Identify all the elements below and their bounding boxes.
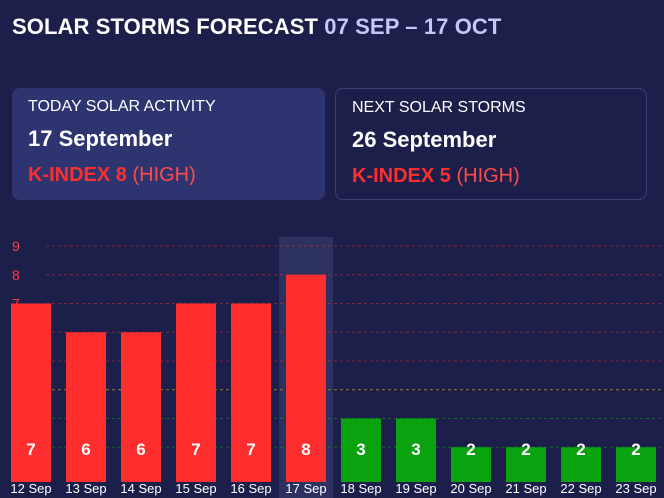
y-tick-label: 8 (12, 267, 20, 283)
today-activity-card: TODAY SOLAR ACTIVITY 17 September K-INDE… (12, 88, 325, 200)
x-tick-label: 16 Sep (230, 481, 271, 496)
bar-value-label: 2 (521, 440, 530, 459)
today-kindex-value: K-INDEX 8 (28, 164, 127, 186)
x-tick-label: 22 Sep (560, 481, 601, 496)
bar (11, 303, 51, 482)
bar (506, 447, 546, 482)
title-text: SOLAR STORMS FORECAST (12, 14, 319, 39)
bar (66, 332, 106, 482)
date-range: 07 SEP – 17 OCT (324, 14, 502, 39)
next-kindex: K-INDEX 5 (HIGH) (352, 165, 630, 188)
bar-value-label: 6 (136, 440, 145, 459)
x-tick-label: 14 Sep (120, 481, 161, 496)
next-kindex-level: (HIGH) (456, 165, 520, 187)
bar-value-label: 2 (466, 440, 475, 459)
bar-value-label: 3 (411, 440, 420, 459)
x-tick-label: 17 Sep (285, 481, 326, 496)
bar (286, 274, 326, 482)
x-tick-label: 20 Sep (450, 481, 491, 496)
next-date: 26 September (352, 127, 497, 152)
today-date: 17 September (28, 126, 173, 151)
bar (341, 418, 381, 482)
x-tick-label: 15 Sep (175, 481, 216, 496)
bar (561, 447, 601, 482)
bar (121, 332, 161, 482)
x-tick-label: 23 Sep (615, 481, 656, 496)
y-tick-label: 9 (12, 238, 20, 254)
x-tick-label: 12 Sep (10, 481, 51, 496)
bar (396, 418, 436, 482)
today-kindex: K-INDEX 8 (HIGH) (28, 164, 309, 187)
bar-value-label: 7 (191, 440, 200, 459)
bar (231, 303, 271, 482)
page-title: SOLAR STORMS FORECAST 07 SEP – 17 OCT (12, 14, 501, 40)
x-tick-label: 13 Sep (65, 481, 106, 496)
bar-value-label: 7 (26, 440, 35, 459)
x-tick-label: 18 Sep (340, 481, 381, 496)
today-label: TODAY SOLAR ACTIVITY (28, 98, 216, 115)
bar (176, 303, 216, 482)
bar (451, 447, 491, 482)
x-tick-label: 21 Sep (505, 481, 546, 496)
bar-value-label: 3 (356, 440, 365, 459)
bar-value-label: 2 (631, 440, 640, 459)
x-tick-label: 19 Sep (395, 481, 436, 496)
next-kindex-value: K-INDEX 5 (352, 165, 451, 187)
today-kindex-level: (HIGH) (132, 164, 196, 186)
next-label: NEXT SOLAR STORMS (352, 99, 526, 116)
bar-value-label: 7 (246, 440, 255, 459)
bar-value-label: 6 (81, 440, 90, 459)
bar-value-label: 8 (301, 440, 310, 459)
bar (616, 447, 656, 482)
bar-value-label: 2 (576, 440, 585, 459)
next-storms-card: NEXT SOLAR STORMS 26 September K-INDEX 5… (335, 88, 647, 200)
